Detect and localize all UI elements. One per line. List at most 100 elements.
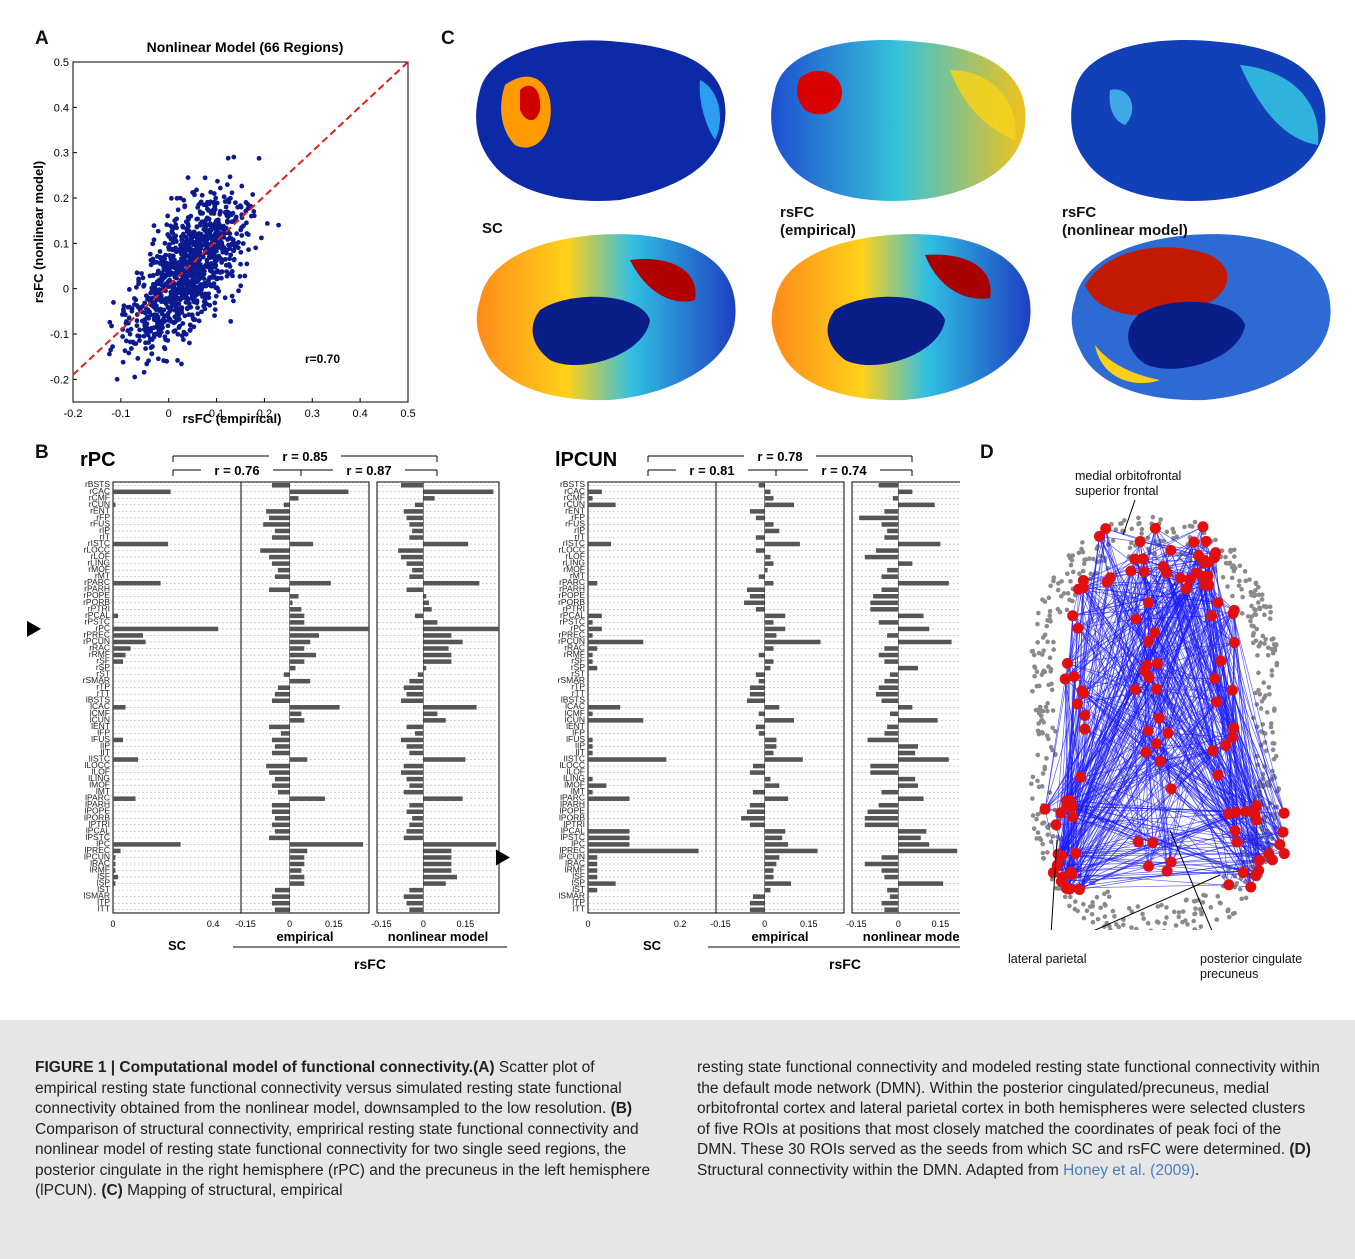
node [1245, 614, 1251, 619]
brain-maps [476, 39, 1331, 401]
scatter-point [140, 275, 146, 281]
scatter-point [176, 301, 182, 307]
scatter-point [223, 204, 229, 210]
region-label: lFP [572, 727, 585, 737]
roi-node [1206, 610, 1218, 622]
scatter-point [199, 291, 204, 296]
scatter-point [170, 226, 175, 232]
region-label: rPSTC [560, 616, 586, 626]
scatter-point [276, 222, 281, 228]
region-label: rTP [571, 682, 585, 692]
scatter-point [158, 329, 164, 335]
citation-year-link[interactable]: (2009) [1150, 1161, 1195, 1179]
node [1268, 721, 1274, 726]
bar [283, 502, 290, 508]
bar [870, 600, 899, 606]
panel-label-a: A [35, 28, 49, 49]
bar [409, 907, 424, 912]
bar [289, 659, 305, 664]
scatter-point [202, 297, 208, 303]
scatter-point [121, 303, 127, 309]
node [1258, 640, 1263, 645]
bar [409, 887, 424, 893]
node [1049, 681, 1054, 687]
bar [406, 776, 424, 782]
scatter-point [143, 346, 148, 351]
bar-panel-frame [587, 481, 717, 914]
bar [752, 894, 765, 899]
bar [878, 483, 899, 488]
rsfc-label: rsFC [829, 956, 861, 972]
bar [755, 515, 765, 521]
scatter-point [143, 306, 149, 312]
bar [758, 574, 765, 579]
scatter-point [195, 311, 201, 317]
bar-tick-label: 0 [421, 919, 426, 929]
scatter-point [135, 356, 141, 361]
scatter-point [186, 223, 191, 229]
roi-node [1212, 769, 1224, 781]
edge [1070, 584, 1210, 873]
edge [1232, 690, 1285, 854]
region-label: lBSTS [561, 695, 585, 705]
scatter-point [251, 209, 257, 214]
node [1050, 708, 1056, 713]
bar [289, 600, 293, 606]
scatter-point [227, 174, 233, 180]
edge [1189, 579, 1233, 738]
bar [289, 646, 305, 651]
roi-node [1228, 637, 1240, 649]
node [1220, 574, 1226, 580]
edge [1064, 566, 1164, 680]
node [1225, 584, 1230, 589]
scatter-point [155, 271, 160, 277]
bar [113, 489, 171, 495]
scatter-point [194, 300, 200, 306]
bar [898, 776, 916, 782]
bar [749, 802, 765, 808]
edge [1066, 800, 1172, 863]
brain-sc-lateral [476, 40, 726, 201]
node [1047, 655, 1053, 661]
node [1090, 900, 1095, 905]
region-label: rENT [90, 505, 110, 515]
region-label: lPCUN [559, 851, 585, 861]
edge [1083, 580, 1234, 729]
node [1173, 923, 1179, 928]
scatter-point [128, 326, 134, 332]
edge [1081, 572, 1197, 691]
scatter-point [210, 275, 216, 280]
bar [764, 639, 821, 645]
node [1145, 535, 1151, 541]
bar [764, 567, 768, 573]
node [1062, 894, 1068, 900]
bar [764, 522, 774, 527]
bar [764, 887, 771, 893]
node [1182, 524, 1187, 530]
citation-link[interactable]: Honey et al. [1063, 1161, 1151, 1179]
bar [898, 783, 918, 788]
bar [744, 600, 765, 606]
scatter-title: Nonlinear Model (66 Regions) [147, 39, 344, 55]
node [1254, 702, 1260, 707]
bar [764, 554, 771, 560]
edge [1062, 641, 1149, 878]
bar [113, 659, 124, 664]
node [1058, 593, 1064, 599]
region-label: rIP [574, 525, 585, 535]
edge [1084, 577, 1111, 716]
bar [764, 848, 818, 854]
bar [423, 652, 452, 658]
bar-tick-label: -0.15 [235, 919, 256, 929]
bar [870, 763, 899, 769]
node [1037, 704, 1043, 710]
node [1262, 641, 1267, 646]
scatter-point [114, 376, 120, 382]
edge [1077, 528, 1107, 705]
node [1112, 914, 1117, 919]
scatter-point [204, 222, 210, 228]
region-label: rISTC [88, 538, 110, 548]
scatter-point [226, 210, 232, 216]
bar [272, 822, 290, 828]
scatter-point [199, 192, 205, 198]
